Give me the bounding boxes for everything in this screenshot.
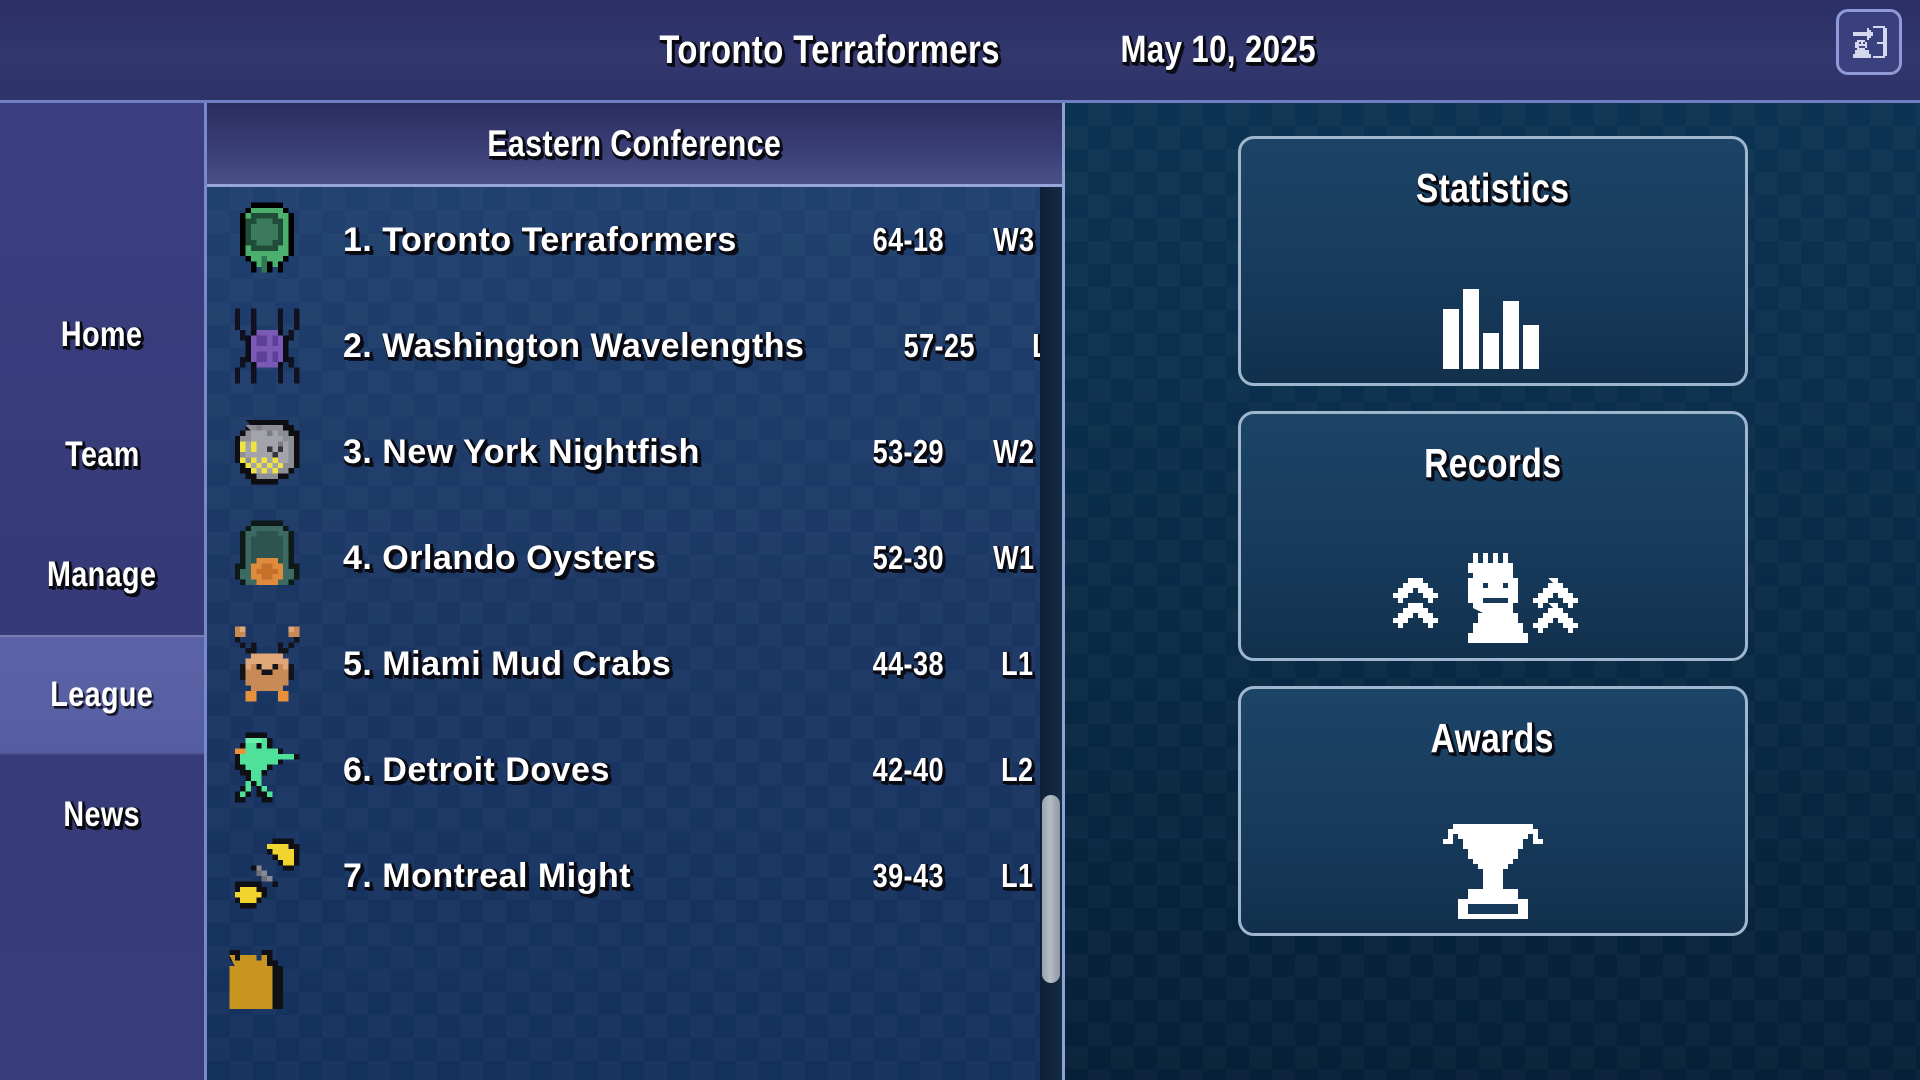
team-streak: L1 [1001,857,1034,894]
team-streak: W1 [992,539,1034,576]
sidebar-item-home[interactable]: Home [0,275,204,395]
team-streak: W3 [992,221,1034,258]
current-date: May 10, 2025 [1120,28,1317,71]
sidebar-item-label: League [50,675,154,714]
table-row[interactable]: 2. Washington Wavelengths 57-25 L1 [207,293,1062,399]
trophy-icon [1433,819,1553,919]
team-streak-cell: W1 [944,539,1062,577]
team-streak-cell: L1 [944,857,1062,895]
exit-door-icon [1853,26,1887,58]
team-record-cell: 57-25 [804,327,974,365]
sidebar-nav: Home Team Manage League News [0,103,207,1080]
team-record: 64-18 [872,221,944,258]
team-record: 53-29 [872,433,944,470]
team-streak-cell: W2 [944,433,1062,471]
team-name-cell: 3. New York Nightfish [315,433,774,472]
table-row[interactable]: 7. Montreal Might 39-43 L1 [207,823,1062,929]
table-row[interactable] [207,929,1062,1035]
green-alien-logo-icon [219,192,315,288]
team-streak: W2 [992,433,1034,470]
team-record-cell: 53-29 [774,433,944,471]
table-row[interactable]: 3. New York Nightfish 53-29 W2 [207,399,1062,505]
team-record: 52-30 [872,539,944,576]
team-streak: L2 [1001,751,1034,788]
records-card-button[interactable]: Records [1237,411,1748,661]
team-name-cell: 2. Washington Wavelengths [315,327,804,366]
top-header-bar: Toronto Terraformers May 10, 2025 [0,0,1920,103]
sidebar-item-label: Team [64,435,140,474]
team-name-cell: 1. Toronto Terraformers [315,221,774,260]
teal-oyster-logo-icon [219,510,315,606]
team-record-cell [774,973,944,991]
sidebar-item-manage[interactable]: Manage [0,515,204,635]
awards-card-label: Awards [1430,715,1555,761]
sidebar-item-label: News [63,795,141,834]
team-name: 6. Detroit Doves [343,750,610,789]
team-name-cell: 4. Orlando Oysters [315,539,774,578]
team-streak-cell: W3 [944,221,1062,259]
team-streak: L1 [1001,645,1034,682]
purple-spider-logo-icon [219,298,315,394]
green-bird-logo-icon [219,722,315,818]
team-name: 5. Miami Mud Crabs [343,644,672,683]
team-name-cell: 7. Montreal Might [315,857,774,896]
team-record: 42-40 [872,751,944,788]
records-card-label: Records [1423,440,1562,486]
standings-scrollbar-thumb[interactable] [1042,795,1060,983]
team-name: 4. Orlando Oysters [343,538,657,577]
team-record: 44-38 [872,645,944,682]
sidebar-item-label: Home [61,315,143,354]
table-row[interactable]: 1. Toronto Terraformers 64-18 W3 [207,187,1062,293]
sidebar-item-label: Manage [47,555,157,594]
team-record: 57-25 [903,327,975,364]
team-record-cell: 42-40 [774,751,944,789]
table-row[interactable]: 6. Detroit Doves 42-40 L2 [207,717,1062,823]
awards-card-button[interactable]: Awards [1237,686,1748,936]
sidebar-item-news[interactable]: News [0,755,204,875]
team-name: 7. Montreal Might [343,856,632,895]
team-name-cell: 5. Miami Mud Crabs [315,645,774,684]
statistics-card-button[interactable]: Statistics [1237,136,1748,386]
sidebar-item-team[interactable]: Team [0,395,204,515]
team-streak-cell: L2 [944,751,1062,789]
conference-header: Eastern Conference [207,103,1062,187]
team-record-cell: 44-38 [774,645,944,683]
bar-chart-icon [1439,277,1547,369]
gray-fish-logo-icon [219,404,315,500]
table-row[interactable]: 4. Orlando Oysters 52-30 W1 [207,505,1062,611]
statistics-card-label: Statistics [1415,165,1570,211]
team-name-cell: 6. Detroit Doves [315,751,774,790]
conference-title: Eastern Conference [487,122,782,164]
exit-door-button[interactable] [1836,9,1902,75]
team-record: 39-43 [872,857,944,894]
standings-scrollbar-track[interactable] [1040,187,1062,1080]
team-name: 2. Washington Wavelengths [343,326,805,365]
team-record-cell: 64-18 [774,221,944,259]
team-record-cell: 52-30 [774,539,944,577]
tan-crab-logo-icon [219,616,315,712]
main-body: Home Team Manage League News Eastern Con… [0,103,1920,1080]
league-menu-panel: Statistics Records [1065,103,1920,1080]
sidebar-item-league[interactable]: League [0,635,204,755]
team-record-cell: 39-43 [774,857,944,895]
gold-creature-logo-icon [219,934,315,1030]
standings-list[interactable]: 1. Toronto Terraformers 64-18 W3 [207,187,1062,1080]
team-streak-cell: L1 [944,645,1062,683]
page-title: Toronto Terraformers [659,27,1001,72]
team-name: 1. Toronto Terraformers [343,220,737,259]
table-row[interactable]: 5. Miami Mud Crabs 44-38 L1 [207,611,1062,717]
crowned-figure-icon [1388,552,1598,644]
team-name: 3. New York Nightfish [343,432,700,471]
yellow-dumbbell-logo-icon [219,828,315,924]
standings-panel: Eastern Conference [207,103,1065,1080]
